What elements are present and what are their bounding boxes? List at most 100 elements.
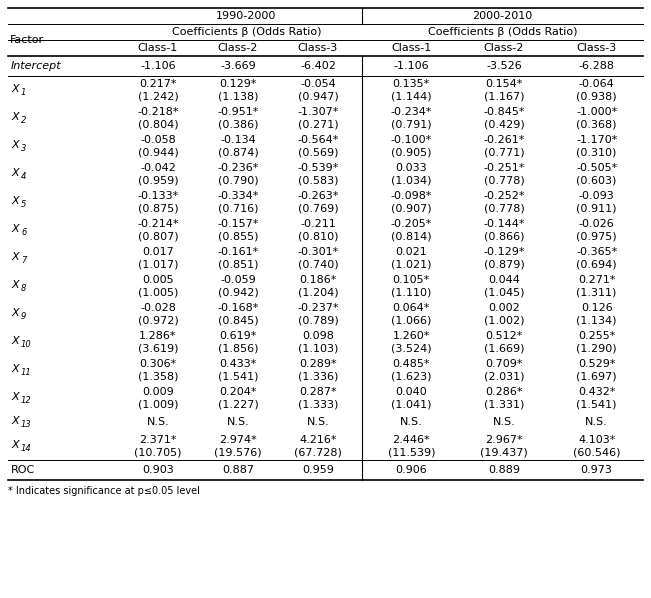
Text: N.S.: N.S. (227, 417, 249, 427)
Text: -3.526: -3.526 (486, 61, 522, 71)
Text: (0.368): (0.368) (576, 120, 617, 129)
Text: * Indicates significance at p≤0.05 level: * Indicates significance at p≤0.05 level (8, 486, 200, 496)
Text: (1.331): (1.331) (484, 399, 524, 410)
Text: Class-1: Class-1 (138, 43, 178, 53)
Text: -1.170*: -1.170* (576, 135, 617, 145)
Text: 0.129*: 0.129* (219, 78, 256, 89)
Text: 0.906: 0.906 (395, 465, 427, 475)
Text: 0.512*: 0.512* (485, 331, 523, 340)
Text: 0.002: 0.002 (488, 303, 520, 313)
Text: (60.546): (60.546) (573, 447, 620, 457)
Text: (0.271): (0.271) (298, 120, 339, 129)
Text: (1.002): (1.002) (484, 315, 524, 325)
Text: Class-3: Class-3 (298, 43, 338, 53)
Text: (1.336): (1.336) (298, 371, 338, 382)
Text: (3.619): (3.619) (138, 343, 178, 353)
Text: -1.307*: -1.307* (298, 106, 339, 117)
Text: 2.371*: 2.371* (139, 435, 177, 444)
Text: -0.133*: -0.133* (137, 191, 178, 200)
Text: (1.167): (1.167) (484, 91, 524, 102)
Text: 9: 9 (21, 312, 27, 321)
Text: (0.583): (0.583) (298, 175, 339, 185)
Text: -0.564*: -0.564* (298, 135, 339, 145)
Text: 0.959: 0.959 (302, 465, 334, 475)
Text: (0.804): (0.804) (138, 120, 178, 129)
Text: 0.040: 0.040 (395, 386, 427, 396)
Text: Coefficients β (Odds Ratio): Coefficients β (Odds Ratio) (428, 27, 577, 37)
Text: -0.263*: -0.263* (298, 191, 339, 200)
Text: -6.288: -6.288 (579, 61, 615, 71)
Text: 0.287*: 0.287* (299, 386, 337, 396)
Text: (0.790): (0.790) (217, 175, 258, 185)
Text: 0.105*: 0.105* (393, 274, 430, 285)
Text: (0.603): (0.603) (577, 175, 617, 185)
Text: 0.709*: 0.709* (485, 359, 523, 368)
Text: 0.432*: 0.432* (578, 386, 615, 396)
Text: 0.289*: 0.289* (299, 359, 337, 368)
Text: 0.889: 0.889 (488, 465, 520, 475)
Text: (1.358): (1.358) (138, 371, 178, 382)
Text: (1.856): (1.856) (217, 343, 258, 353)
Text: (1.005): (1.005) (138, 288, 178, 297)
Text: (11.539): (11.539) (387, 447, 435, 457)
Text: (0.386): (0.386) (217, 120, 258, 129)
Text: 0.903: 0.903 (142, 465, 174, 475)
Text: (0.778): (0.778) (484, 175, 524, 185)
Text: 0.044: 0.044 (488, 274, 520, 285)
Text: (0.716): (0.716) (217, 203, 258, 213)
Text: 0.186*: 0.186* (299, 274, 337, 285)
Text: -0.301*: -0.301* (298, 246, 339, 257)
Text: 10: 10 (21, 340, 32, 349)
Text: 0.154*: 0.154* (485, 78, 523, 89)
Text: (1.041): (1.041) (391, 399, 432, 410)
Text: (0.810): (0.810) (298, 231, 339, 242)
Text: 5: 5 (21, 200, 27, 209)
Text: (1.541): (1.541) (576, 399, 617, 410)
Text: (0.807): (0.807) (138, 231, 178, 242)
Text: (1.669): (1.669) (484, 343, 524, 353)
Text: (1.017): (1.017) (138, 260, 178, 270)
Text: 0.064*: 0.064* (393, 303, 430, 313)
Text: 0.887: 0.887 (222, 465, 254, 475)
Text: (1.009): (1.009) (138, 399, 178, 410)
Text: (0.942): (0.942) (217, 288, 258, 297)
Text: (3.524): (3.524) (391, 343, 432, 353)
Text: (0.310): (0.310) (577, 148, 617, 157)
Text: (1.290): (1.290) (576, 343, 617, 353)
Text: Factor: Factor (10, 35, 44, 45)
Text: (19.576): (19.576) (214, 447, 262, 457)
Text: -0.205*: -0.205* (391, 218, 432, 228)
Text: 0.433*: 0.433* (219, 359, 256, 368)
Text: -0.093: -0.093 (579, 191, 615, 200)
Text: -0.237*: -0.237* (298, 303, 339, 313)
Text: 0.217*: 0.217* (139, 78, 177, 89)
Text: 0.033: 0.033 (396, 163, 427, 173)
Text: (0.938): (0.938) (576, 91, 617, 102)
Text: Class-2: Class-2 (218, 43, 258, 53)
Text: (0.789): (0.789) (298, 315, 339, 325)
Text: Class-3: Class-3 (577, 43, 616, 53)
Text: 0.485*: 0.485* (393, 359, 430, 368)
Text: X: X (11, 224, 19, 233)
Text: (0.769): (0.769) (298, 203, 339, 213)
Text: -0.157*: -0.157* (217, 218, 258, 228)
Text: -3.669: -3.669 (220, 61, 256, 71)
Text: -1.106: -1.106 (393, 61, 429, 71)
Text: Coefficients β (Odds Ratio): Coefficients β (Odds Ratio) (172, 27, 321, 37)
Text: X: X (11, 84, 19, 93)
Text: (10.705): (10.705) (134, 447, 182, 457)
Text: 2.446*: 2.446* (393, 435, 430, 444)
Text: (1.227): (1.227) (217, 399, 258, 410)
Text: (0.879): (0.879) (484, 260, 524, 270)
Text: -0.252*: -0.252* (483, 191, 525, 200)
Text: 2: 2 (21, 116, 27, 125)
Text: -6.402: -6.402 (300, 61, 336, 71)
Text: (0.874): (0.874) (217, 148, 258, 157)
Text: X: X (11, 196, 19, 206)
Text: 8: 8 (21, 284, 27, 293)
Text: 14: 14 (21, 444, 32, 453)
Text: (1.134): (1.134) (576, 315, 617, 325)
Text: (1.034): (1.034) (391, 175, 432, 185)
Text: -0.236*: -0.236* (217, 163, 258, 173)
Text: (0.911): (0.911) (576, 203, 617, 213)
